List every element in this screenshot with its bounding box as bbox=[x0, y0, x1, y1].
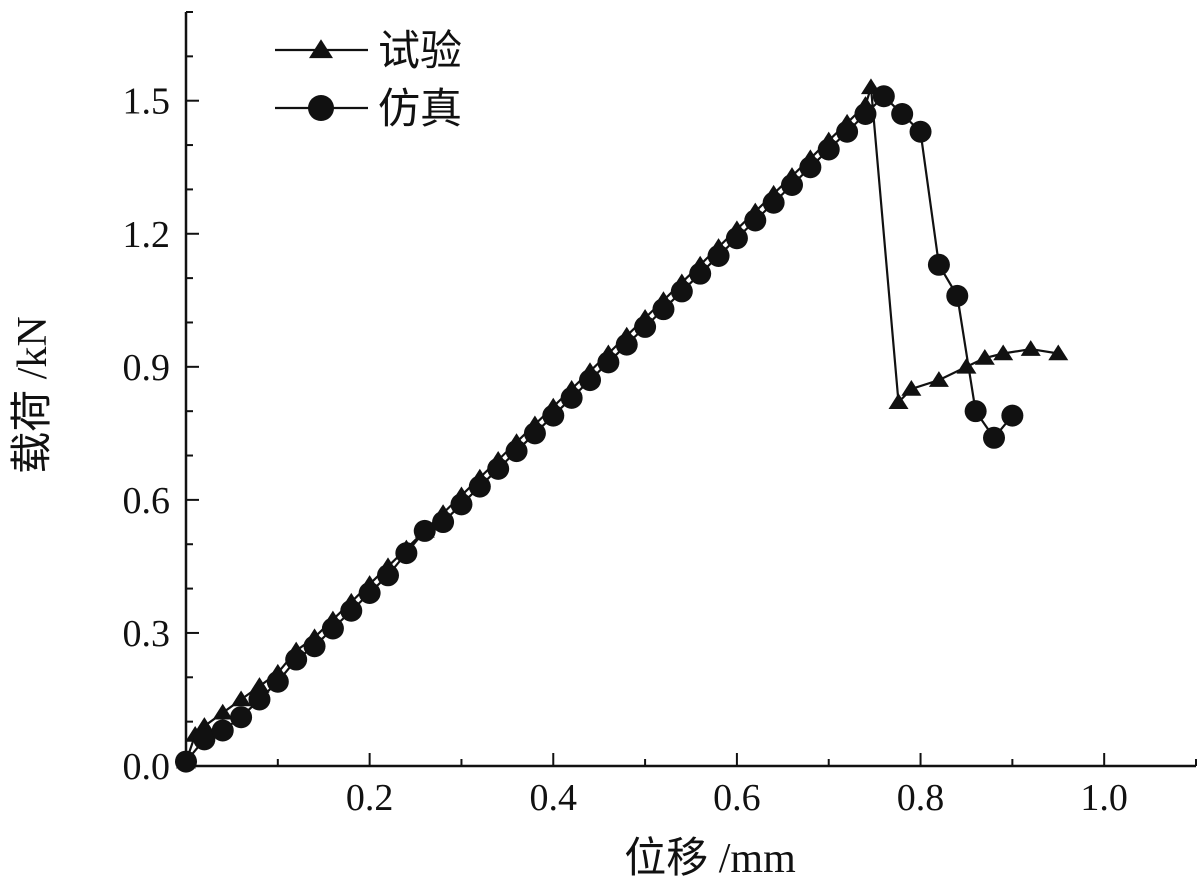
x-tick-label: 0.6 bbox=[713, 777, 761, 819]
circle-marker bbox=[266, 670, 289, 693]
circle-marker bbox=[652, 298, 675, 321]
circle-marker bbox=[854, 103, 877, 126]
circle-marker bbox=[983, 426, 1005, 449]
circle-marker bbox=[689, 262, 712, 285]
x-tick-label: 0.8 bbox=[897, 777, 945, 819]
circle-marker bbox=[597, 351, 620, 374]
circle-marker bbox=[175, 750, 197, 773]
circle-marker bbox=[505, 440, 528, 463]
triangle-marker bbox=[212, 703, 233, 720]
triangle-marker bbox=[901, 380, 922, 396]
circle-marker bbox=[358, 582, 381, 605]
triangle-marker bbox=[249, 677, 270, 693]
circle-marker bbox=[1001, 404, 1024, 427]
circle-marker bbox=[468, 475, 491, 498]
circle-marker bbox=[432, 511, 455, 534]
circle-marker bbox=[285, 648, 308, 671]
circle-marker bbox=[670, 280, 693, 303]
circle-marker bbox=[450, 493, 473, 516]
circle-marker bbox=[413, 519, 436, 542]
circle-marker bbox=[211, 719, 234, 742]
triangle-marker bbox=[1048, 344, 1069, 361]
circle-marker bbox=[946, 284, 969, 307]
circle-marker bbox=[523, 422, 546, 445]
circle-marker bbox=[799, 156, 822, 179]
x-axis-ticks: 0.2 0.4 0.6 0.8 1.0 bbox=[276, 753, 1197, 819]
circle-marker bbox=[308, 95, 334, 121]
triangle-marker bbox=[993, 344, 1014, 361]
x-tick-label: 1.0 bbox=[1080, 777, 1128, 819]
circle-marker bbox=[303, 635, 326, 658]
y-tick-label: 0.6 bbox=[123, 480, 171, 522]
x-axis-label: 位移 /mm bbox=[624, 835, 796, 882]
circle-marker bbox=[744, 209, 767, 232]
triangle-marker bbox=[1020, 340, 1041, 356]
y-tick-label: 0.0 bbox=[123, 746, 171, 788]
x-tick-label: 0.4 bbox=[530, 777, 578, 819]
triangle-marker bbox=[928, 371, 949, 387]
y-axis-ticks: 0.0 0.3 0.6 0.9 1.2 1.5 bbox=[123, 11, 199, 788]
circle-marker bbox=[927, 253, 950, 276]
circle-marker bbox=[964, 400, 987, 423]
circle-marker bbox=[377, 564, 399, 587]
triangle-marker bbox=[309, 39, 333, 59]
circle-marker bbox=[230, 706, 253, 729]
circle-marker bbox=[872, 85, 895, 108]
circle-marker bbox=[836, 120, 859, 143]
circle-marker bbox=[193, 728, 216, 751]
circle-marker bbox=[615, 333, 638, 356]
circle-marker bbox=[542, 404, 565, 427]
triangle-marker bbox=[974, 348, 995, 365]
circle-marker bbox=[817, 138, 840, 161]
circle-marker bbox=[707, 244, 730, 267]
y-tick-label: 1.2 bbox=[123, 214, 171, 256]
y-tick-label: 0.3 bbox=[123, 613, 171, 655]
x-tick-label: 0.2 bbox=[346, 777, 394, 819]
circle-marker bbox=[321, 617, 344, 640]
circle-marker bbox=[487, 457, 510, 480]
circle-marker bbox=[725, 227, 748, 250]
triangle-marker bbox=[888, 393, 909, 410]
circle-marker bbox=[560, 386, 583, 409]
triangle-marker bbox=[231, 690, 252, 707]
circle-marker bbox=[248, 688, 271, 711]
circle-marker bbox=[395, 542, 418, 565]
series-test bbox=[176, 78, 1069, 769]
legend-item: 仿真 bbox=[275, 87, 462, 133]
y-tick-label: 0.9 bbox=[123, 347, 171, 389]
legend-label: 仿真 bbox=[378, 87, 462, 133]
y-tick-label: 1.5 bbox=[123, 81, 171, 123]
triangle-marker bbox=[194, 717, 215, 733]
legend-label: 试验 bbox=[378, 28, 462, 75]
series-simulation bbox=[175, 85, 1024, 773]
y-axis-label: 载荷 /kN bbox=[10, 316, 56, 474]
circle-marker bbox=[762, 191, 785, 214]
circle-marker bbox=[909, 120, 932, 143]
circle-marker bbox=[781, 173, 803, 196]
triangle-marker bbox=[956, 357, 977, 374]
series-line bbox=[185, 94, 1014, 763]
circle-marker bbox=[891, 103, 914, 126]
axes bbox=[184, 12, 1196, 768]
circle-marker bbox=[579, 369, 601, 392]
legend-item: 试验 bbox=[275, 28, 462, 75]
plot-area bbox=[175, 78, 1069, 773]
circle-marker bbox=[340, 599, 363, 622]
circle-marker bbox=[634, 315, 657, 338]
